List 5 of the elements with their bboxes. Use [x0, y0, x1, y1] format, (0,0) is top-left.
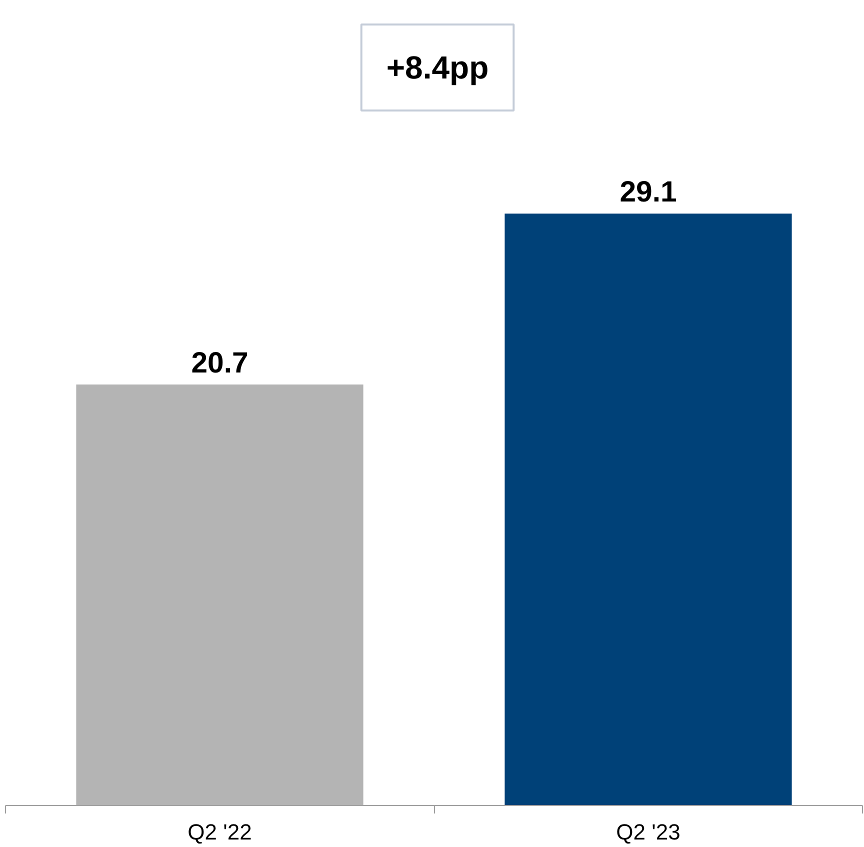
x-tick-label: Q2 '22 — [188, 820, 252, 844]
data-label: 20.7 — [191, 346, 248, 380]
x-tick-label: Q2 '23 — [616, 820, 680, 844]
text: +8.4pp — [386, 50, 489, 86]
data-label: 29.1 — [620, 176, 677, 209]
